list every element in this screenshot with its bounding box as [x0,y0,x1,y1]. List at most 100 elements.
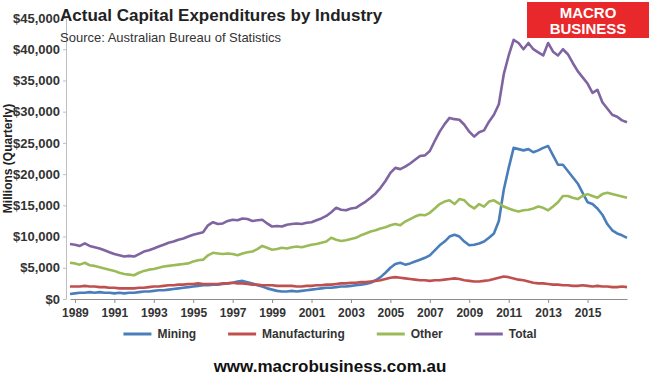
x-tick-label: 2003 [338,306,365,320]
series-line [70,146,627,294]
legend-item: Mining [123,327,196,341]
y-tick-mark [63,143,66,144]
y-tick-label: $30,000 [13,104,60,119]
x-tick-mark [75,299,76,303]
y-tick-mark [63,237,66,238]
y-tick-mark [63,112,66,113]
y-tick-label: $10,000 [13,229,60,244]
x-tick-mark [154,299,155,303]
x-tick-mark [233,299,234,303]
y-axis-line [66,19,67,300]
legend-swatch [475,333,503,336]
x-tick: 2015 [575,299,602,320]
x-tick-mark [430,299,431,303]
x-tick-mark [193,299,194,303]
x-tick: 2003 [338,299,365,320]
x-tick-label: 2011 [496,306,522,320]
y-tick-label: $20,000 [13,167,60,182]
series-line [70,40,627,257]
x-tick-mark [272,299,273,303]
logo-box [527,2,649,38]
x-tick-mark [469,299,470,303]
x-axis: 1989 1991 1993 1995 1997 1999 2001 2003 2005 2007… [62,299,627,320]
logo: MACROBUSINESS [527,2,649,38]
x-tick: 1999 [259,299,286,320]
y-tick-mark [63,299,66,300]
legend-swatch [228,333,256,336]
legend: Mining Manufacturing Other Total [123,327,536,341]
y-tick-label: $5,000 [20,260,60,275]
legend-label: Total [509,327,537,341]
x-tick-label: 1997 [220,306,247,320]
x-tick-label: 2009 [456,306,483,320]
logo-text: BUSINESS [550,20,627,37]
x-tick: 2011 [496,299,522,320]
y-tick-mark [63,205,66,206]
subtitle: Source: Australian Bureau of Statistics [60,30,282,45]
x-tick: 2001 [299,299,326,320]
x-tick-mark [548,299,549,303]
x-tick-label: 2013 [535,306,562,320]
x-tick-label: 2005 [378,306,405,320]
x-tick-mark [509,299,510,303]
legend-label: Manufacturing [262,327,345,341]
x-tick-label: 2007 [417,306,444,320]
y-tick: $25,000 [13,136,66,151]
x-tick: 1997 [220,299,247,320]
legend-swatch [123,333,151,336]
title: Actual Capital Expenditures by Industry [60,6,383,25]
y-tick-mark [63,49,66,50]
y-tick-mark [63,268,66,269]
x-tick-mark [114,299,115,303]
lines [70,40,627,294]
x-tick: 2009 [456,299,483,320]
x-tick: 1991 [102,299,129,320]
x-tick-mark [390,299,391,303]
legend-label: Mining [157,327,196,341]
y-tick-label: $15,000 [13,198,60,213]
y-tick-label: $45,000 [13,11,60,26]
y-tick: $0 [46,292,66,307]
x-tick: 1993 [141,299,168,320]
y-tick: $15,000 [13,198,66,213]
x-tick: 1995 [180,299,207,320]
y-tick: $10,000 [13,229,66,244]
x-tick-label: 1993 [141,306,168,320]
x-tick-mark [351,299,352,303]
chart: $0 $5,000 $10,000 $15,000 $20,000 $25,000 $30,… [0,0,660,389]
y-tick: $35,000 [13,73,66,88]
x-tick-label: 1995 [180,306,207,320]
y-tick-label: $0 [46,292,60,307]
x-tick: 2007 [417,299,444,320]
x-tick-label: 2001 [299,306,326,320]
y-tick: $40,000 [13,42,66,57]
y-tick: $30,000 [13,104,66,119]
x-tick-label: 1989 [62,306,89,320]
x-tick-label: 1991 [102,306,129,320]
y-tick-label: $25,000 [13,136,60,151]
x-tick-mark [312,299,313,303]
series-line [70,277,627,289]
y-axis-title: Millions (Quarterly) [1,104,15,213]
series-line [70,193,627,275]
y-tick-label: $40,000 [13,42,60,57]
y-tick: $45,000 [13,11,66,26]
legend-item: Total [475,327,537,341]
legend-swatch [377,333,405,336]
logo-text: MACRO [560,4,617,21]
x-tick: 1989 [62,299,89,320]
legend-item: Other [377,327,443,341]
y-axis: $0 $5,000 $10,000 $15,000 $20,000 $25,000 $30,… [13,11,67,307]
x-tick-label: 2015 [575,306,602,320]
x-tick: 2005 [378,299,405,320]
y-tick-mark [63,80,66,81]
footer: www.macrobusiness.com.au [213,357,447,376]
x-tick-label: 1999 [259,306,286,320]
y-tick-label: $35,000 [13,73,60,88]
y-tick: $20,000 [13,167,66,182]
y-tick: $5,000 [20,260,66,275]
legend-label: Other [411,327,443,341]
x-tick-mark [588,299,589,303]
y-tick-mark [63,174,66,175]
legend-item: Manufacturing [228,327,345,341]
